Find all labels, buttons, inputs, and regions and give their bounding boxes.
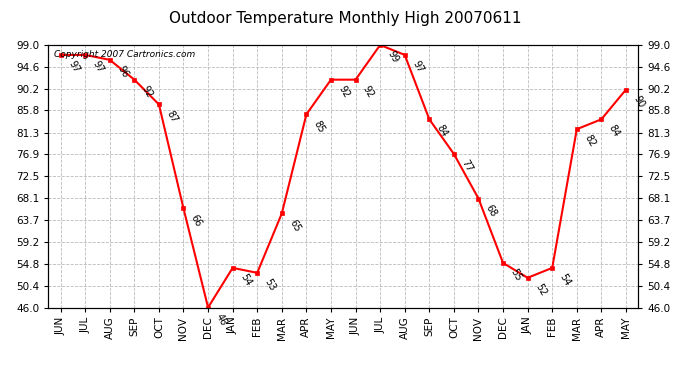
- Text: 84: 84: [435, 123, 450, 139]
- Text: 55: 55: [509, 267, 524, 283]
- Text: 66: 66: [189, 213, 204, 228]
- Text: 99: 99: [386, 49, 400, 65]
- Text: 96: 96: [115, 64, 130, 80]
- Text: 53: 53: [263, 277, 277, 293]
- Text: Copyright 2007 Cartronics.com: Copyright 2007 Cartronics.com: [55, 50, 195, 59]
- Text: 92: 92: [361, 84, 376, 99]
- Text: 84: 84: [607, 123, 622, 139]
- Text: 97: 97: [411, 59, 425, 75]
- Text: 87: 87: [164, 109, 179, 124]
- Text: 54: 54: [558, 272, 573, 288]
- Text: 52: 52: [533, 282, 548, 298]
- Text: 65: 65: [287, 217, 302, 233]
- Text: 82: 82: [582, 134, 598, 149]
- Text: 85: 85: [312, 118, 327, 134]
- Text: Outdoor Temperature Monthly High 20070611: Outdoor Temperature Monthly High 2007061…: [169, 11, 521, 26]
- Text: 77: 77: [460, 158, 474, 174]
- Text: 68: 68: [484, 203, 499, 218]
- Text: 90: 90: [631, 94, 647, 110]
- Text: 92: 92: [337, 84, 351, 99]
- Text: 46: 46: [214, 312, 228, 327]
- Text: 97: 97: [66, 59, 81, 75]
- Text: 54: 54: [238, 272, 253, 288]
- Text: 92: 92: [140, 84, 155, 99]
- Text: 97: 97: [90, 59, 106, 75]
